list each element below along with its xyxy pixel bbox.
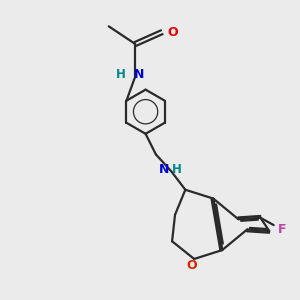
Text: H: H bbox=[116, 68, 126, 81]
Text: N: N bbox=[134, 68, 144, 81]
Text: O: O bbox=[167, 26, 178, 39]
Text: H: H bbox=[172, 163, 182, 176]
Text: O: O bbox=[187, 259, 197, 272]
Text: F: F bbox=[278, 223, 286, 236]
Text: N: N bbox=[159, 163, 169, 176]
